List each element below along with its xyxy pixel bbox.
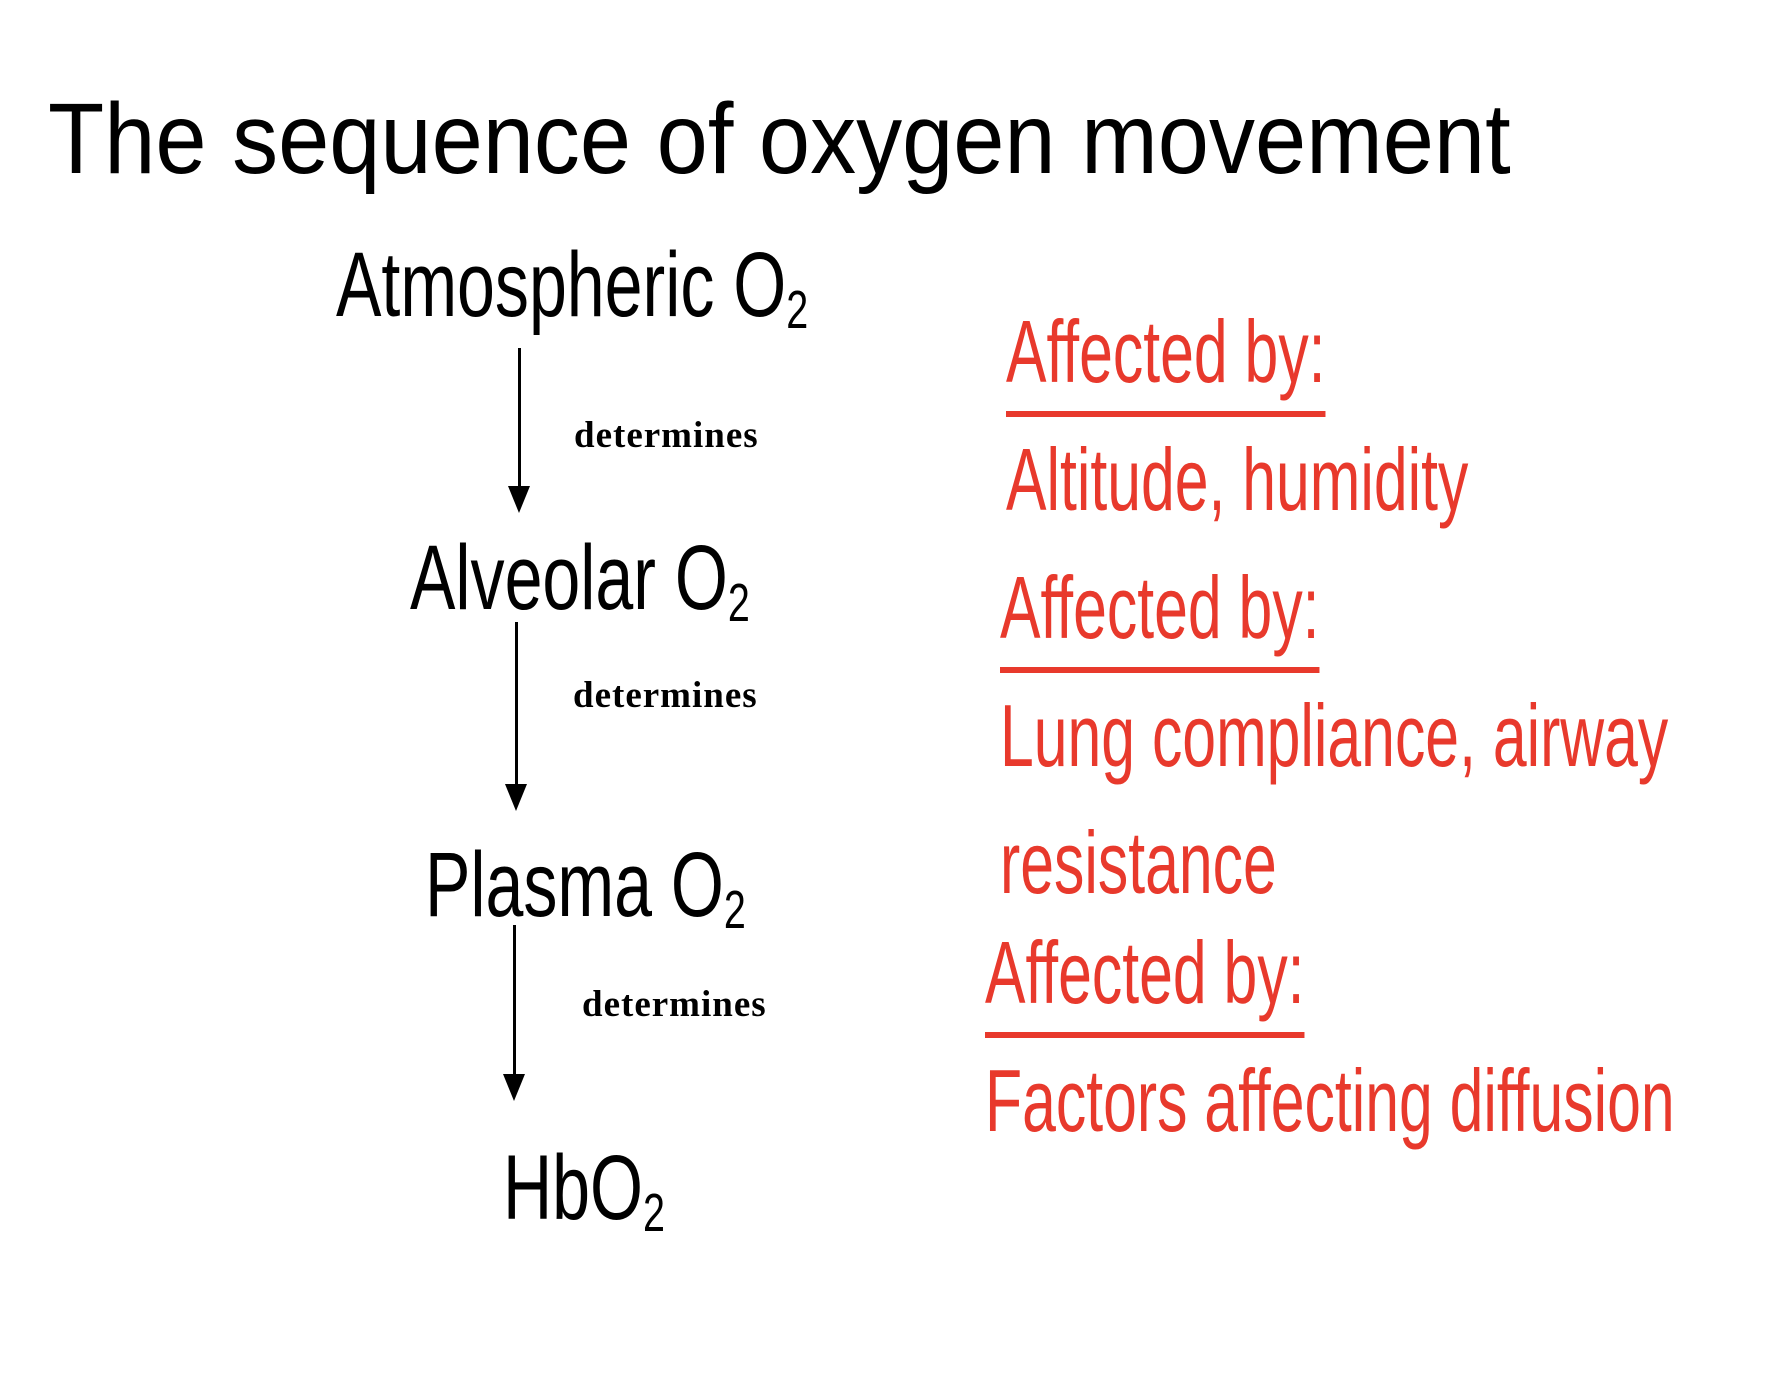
flow-node-alveolar-o2: Alveolar O2 xyxy=(410,526,750,632)
flow-arrow-line xyxy=(513,925,516,1076)
arrow-down-icon xyxy=(503,1074,525,1101)
flow-node-label: Alveolar O xyxy=(410,527,728,629)
arrow-label-determines: determines xyxy=(582,984,767,1025)
annotation-atmospheric: Affected by: Altitude, humidity xyxy=(1006,289,1468,544)
arrow-label-determines: determines xyxy=(574,415,759,456)
annotation-heading: Affected by: xyxy=(985,916,1305,1039)
subscript: 2 xyxy=(786,280,809,340)
flow-arrow-line xyxy=(515,622,518,786)
annotation-line: Altitude, humidity xyxy=(1006,430,1469,530)
arrow-label-determines: determines xyxy=(573,675,758,716)
flow-node-plasma-o2: Plasma O2 xyxy=(425,833,746,939)
annotation-heading: Affected by: xyxy=(1000,551,1320,674)
subscript: 2 xyxy=(723,880,746,940)
flow-node-atmospheric-o2: Atmospheric O2 xyxy=(336,233,808,339)
annotation-line: Lung compliance, airway xyxy=(1000,686,1669,786)
page-title: The sequence of oxygen movement xyxy=(48,83,1511,195)
annotation-alveolar: Affected by: Lung compliance, airway res… xyxy=(1000,545,1668,927)
subscript: 2 xyxy=(727,573,750,633)
flow-arrow-line xyxy=(518,348,521,488)
flow-node-label: HbO xyxy=(503,1137,643,1239)
flow-node-label: Plasma O xyxy=(425,834,724,936)
arrow-down-icon xyxy=(505,784,527,811)
annotation-heading: Affected by: xyxy=(1006,295,1326,418)
flow-node-label: Atmospheric O xyxy=(336,234,787,336)
subscript: 2 xyxy=(642,1183,665,1243)
flow-node-hbo2: HbO2 xyxy=(503,1136,665,1242)
annotation-line: Factors affecting diffusion xyxy=(985,1051,1675,1151)
arrow-down-icon xyxy=(508,486,530,513)
annotation-line: resistance xyxy=(1000,813,1277,913)
annotation-plasma: Affected by: Factors affecting diffusion xyxy=(985,910,1675,1165)
